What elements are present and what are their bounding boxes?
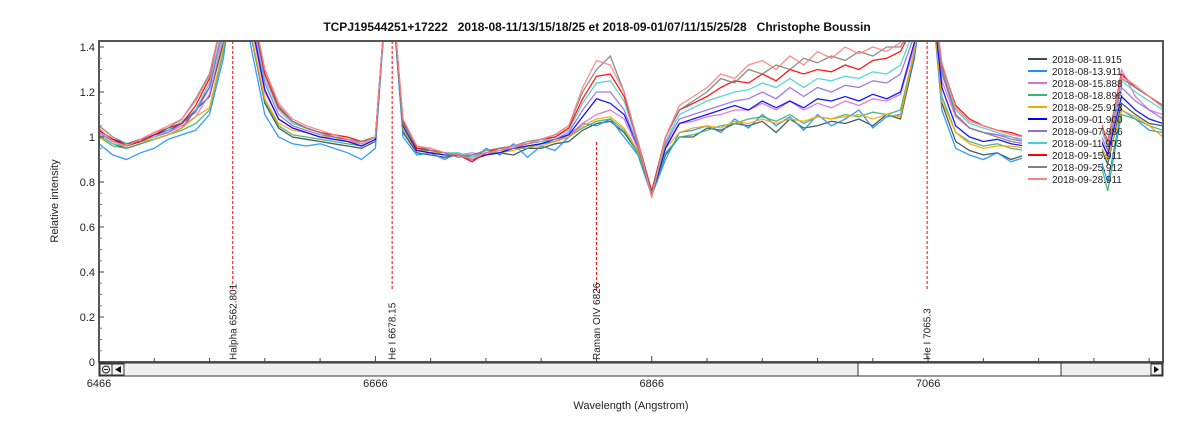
marker-label: Raman OIV 6826 [592,282,603,360]
marker-label: He I 6678.15 [388,302,399,360]
legend-entry: 2018-09-25.912 [1052,163,1123,174]
x-tick-label: 7066 [916,378,940,390]
x-tick-label: 6866 [639,378,663,390]
legend-entry: 2018-09-15.911 [1052,151,1122,162]
y-tick-label: 0.2 [80,312,95,324]
plot-frame [98,40,1164,363]
series-line [99,41,1163,198]
legend-entry: 2018-08-11.915 [1052,55,1122,66]
x-axis-label: Wavelength (Angstrom) [573,400,688,412]
y-tick-label: 0 [89,357,95,369]
scrollbar-thumb[interactable] [857,362,1062,377]
y-tick-label: 0.4 [80,267,95,279]
triangle-right-icon [1154,366,1159,373]
x-axis: 6466 6666 6866 7066 [87,356,1150,390]
horizontal-scrollbar[interactable] [98,362,1164,377]
y-tick-label: 0.6 [80,222,95,234]
series-line [99,41,1163,194]
legend-entry: 2018-08-15.888 [1052,79,1123,90]
legend-entry: 2018-09-01.900 [1052,115,1123,126]
y-axis: 0 0.2 0.4 0.6 0.8 1 1.2 1.4 [80,42,104,369]
scroll-left-button[interactable] [111,363,125,376]
y-tick-label: 1 [89,132,95,144]
y-axis-label: Relative intensity [49,159,61,243]
legend-entry: 2018-09-28.911 [1052,175,1122,186]
marker-label: He I 7065.3 [923,308,934,360]
legend-entry: 2018-08-13.911 [1052,67,1122,78]
y-tick-label: 1.2 [80,87,95,99]
series-lines [99,41,1163,199]
legend-entry: 2018-09-07.886 [1052,127,1123,138]
marker-label: Halpha 6562.801 [228,283,239,360]
y-tick-label: 0.8 [80,177,95,189]
zoom-out-button[interactable] [99,363,113,376]
legend-entry: 2018-08-18.896 [1052,91,1123,102]
chart-title: TCPJ19544251+17222 2018-08-11/13/15/18/2… [323,20,870,34]
series-line [99,41,1163,199]
legend-entry: 2018-08-25.913 [1052,103,1123,114]
series-line [99,41,1163,198]
legend-entry: 2018-09-11.903 [1052,139,1122,150]
scroll-right-button[interactable] [1150,363,1163,376]
legend: 2018-08-11.9152018-08-13.9112018-08-15.8… [1022,48,1123,190]
series-line [99,41,1163,196]
series-line [99,41,1163,198]
x-tick-label: 6466 [87,378,111,390]
y-tick-label: 1.4 [80,42,95,54]
minus-circle-icon [102,365,110,374]
x-tick-label: 6666 [363,378,387,390]
triangle-left-icon [115,366,121,373]
line-markers: Halpha 6562.801 He I 6678.15 Raman OIV 682… [228,41,934,360]
